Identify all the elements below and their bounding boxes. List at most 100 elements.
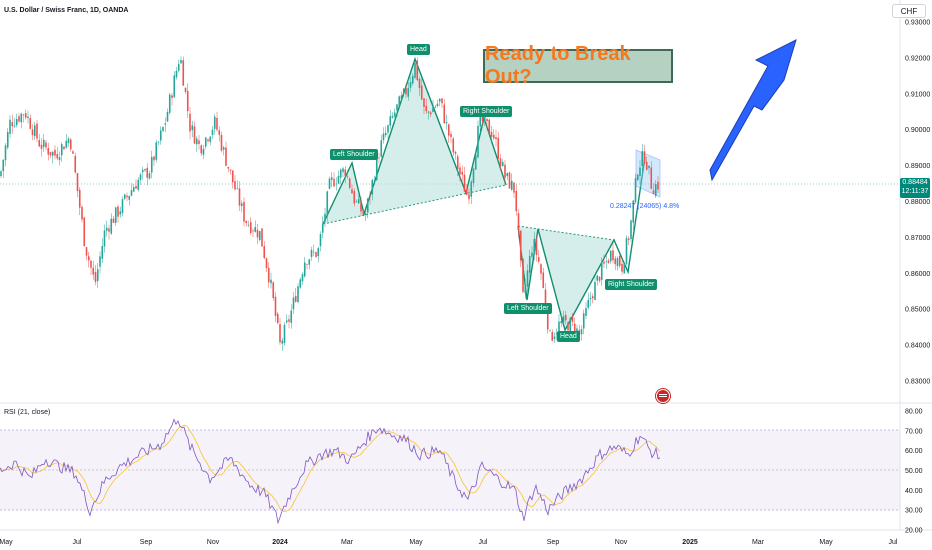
- us-flag-icon[interactable]: [656, 389, 670, 403]
- candle-body: [607, 260, 610, 264]
- candle-body: [378, 157, 380, 159]
- candle-body: [198, 140, 200, 144]
- rsi-tick-label: 40.00: [905, 488, 923, 495]
- candle-body: [540, 264, 542, 274]
- candle-body: [231, 170, 234, 183]
- candle-body: [382, 133, 385, 141]
- candle-body: [297, 286, 299, 303]
- candle-body: [405, 88, 407, 95]
- candle-body: [72, 151, 74, 154]
- candle-body: [301, 274, 304, 282]
- candle-body: [229, 169, 232, 171]
- candle-body: [407, 88, 410, 97]
- price-tick-label: 0.92000: [905, 55, 930, 62]
- time-tick-label: 2024: [272, 539, 288, 546]
- candle-body: [364, 213, 367, 215]
- candle-body: [49, 152, 52, 156]
- candle-body: [499, 158, 502, 166]
- candle-body: [636, 174, 639, 180]
- candle-body: [587, 299, 590, 308]
- rsi-group: [0, 418, 661, 525]
- candle-body: [567, 322, 569, 331]
- candle-body: [432, 107, 434, 113]
- candle-body: [571, 316, 574, 322]
- candle-body: [2, 159, 5, 172]
- candle-body: [128, 195, 131, 200]
- candle-body: [195, 138, 198, 145]
- candle-body: [40, 144, 43, 149]
- pattern-top-neckline: [322, 184, 507, 225]
- candle-body: [24, 113, 27, 118]
- candle-body: [474, 154, 477, 170]
- candle-body: [108, 228, 110, 232]
- candle-body: [27, 116, 29, 119]
- candle-body: [81, 206, 83, 220]
- candle-body: [121, 199, 124, 214]
- label-left-shoulder-bottom: Left Shoulder: [504, 303, 552, 314]
- candle-body: [585, 308, 587, 316]
- candle-body: [285, 320, 288, 323]
- candle-body: [531, 252, 533, 257]
- rsi-axis[interactable]: 80.00 70.00 60.00 50.00 40.00 30.00 20.00: [905, 409, 923, 535]
- candle-body: [159, 130, 162, 141]
- candle-body: [58, 157, 61, 161]
- currency-button[interactable]: CHF: [892, 4, 926, 18]
- candle-body: [110, 218, 113, 234]
- candle-body: [337, 175, 340, 184]
- candle-body: [598, 276, 601, 281]
- candle-body: [123, 194, 126, 199]
- time-axis[interactable]: May Jul Sep Nov 2024 Mar May Jul Sep Nov 2025 Mar Ma…: [0, 539, 898, 546]
- last-price-tag: 0.88484 12:11:37: [900, 178, 930, 198]
- rsi-title: RSI (21, close): [4, 409, 51, 416]
- candle-body: [398, 96, 401, 107]
- candle-body: [225, 147, 227, 166]
- candle-body: [261, 228, 263, 247]
- candle-body: [632, 200, 635, 223]
- candle-body: [436, 103, 439, 107]
- candle-body: [528, 255, 531, 273]
- candle-body: [641, 151, 644, 167]
- candle-body: [508, 172, 511, 189]
- candle-body: [582, 313, 585, 329]
- candle-body: [308, 259, 311, 265]
- candle-body: [164, 123, 167, 125]
- candle-body: [564, 314, 567, 321]
- candle-body: [105, 227, 108, 231]
- price-tick-label: 0.89000: [905, 163, 930, 170]
- time-tick-label: Sep: [547, 539, 560, 546]
- candle-body: [150, 156, 153, 173]
- price-axis[interactable]: 0.93000 0.92000 0.91000 0.90000 0.89000 0.880…: [905, 20, 930, 386]
- candle-body: [609, 250, 612, 262]
- candle-body: [596, 275, 599, 281]
- candle-body: [99, 256, 101, 267]
- candle-body: [346, 176, 349, 177]
- candle-body: [94, 272, 97, 283]
- candle-body: [445, 122, 448, 124]
- candle-body: [652, 190, 655, 195]
- candle-body: [292, 297, 295, 310]
- candle-body: [627, 238, 630, 240]
- candle-body: [13, 125, 16, 127]
- candle-body: [492, 134, 495, 139]
- candle-body: [551, 331, 554, 341]
- time-tick-label: Mar: [341, 539, 354, 546]
- candle-body: [555, 333, 558, 335]
- candle-body: [303, 262, 306, 277]
- candle-body: [411, 75, 414, 84]
- candle-body: [175, 70, 178, 78]
- candle-body: [519, 230, 522, 261]
- candle-body: [42, 139, 45, 147]
- candle-body: [227, 166, 230, 169]
- candle-body: [234, 181, 236, 190]
- candle-body: [535, 238, 538, 256]
- candle-body: [126, 195, 128, 198]
- candle-body: [461, 171, 464, 175]
- candle-body: [450, 133, 452, 138]
- candle-body: [589, 297, 592, 300]
- candle-body: [355, 201, 358, 202]
- price-tick-label: 0.90000: [905, 127, 930, 134]
- candle-body: [238, 188, 241, 206]
- candle-body: [616, 258, 619, 267]
- candle-body: [324, 213, 326, 222]
